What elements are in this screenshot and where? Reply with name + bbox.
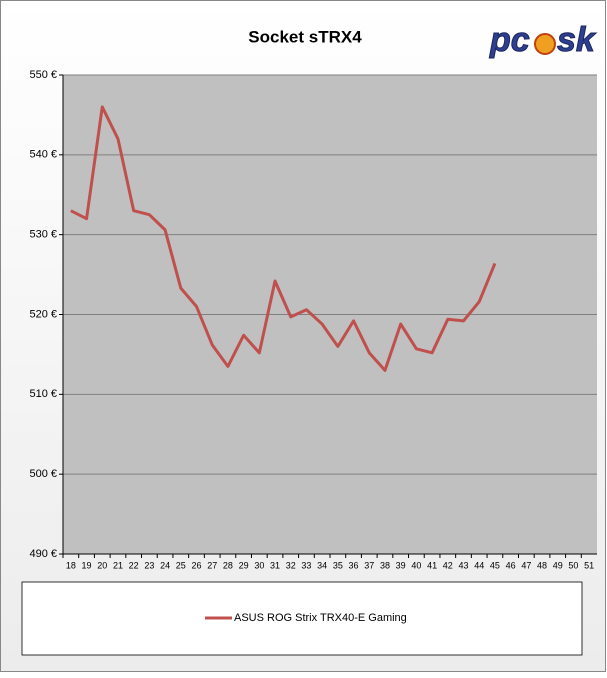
y-tick-label: 550 € [29,69,57,81]
y-tick-label: 510 € [29,388,57,400]
series-line [70,105,497,372]
y-tick-label: 500 € [29,468,57,480]
x-tick-label: 33 [301,560,311,570]
x-tick-label: 22 [129,560,139,570]
y-tick-label: 540 € [29,149,57,161]
logo: pc sk [489,20,598,59]
x-tick-label: 44 [474,560,484,570]
chart-title: Socket sTRX4 [248,27,362,46]
x-tick-label: 38 [380,560,390,570]
x-tick-label: 19 [82,560,92,570]
x-tick-label: 39 [396,560,406,570]
x-tick-label: 46 [506,560,516,570]
x-tick-label: 50 [568,560,578,570]
x-tick-label: 35 [333,560,343,570]
x-tick-label: 30 [254,560,264,570]
x-tick-label: 23 [144,560,154,570]
x-tick-label: 49 [553,560,563,570]
legend [21,581,583,656]
y-tick-label: 490 € [29,548,57,560]
x-tick-label: 43 [458,560,468,570]
x-tick-label: 45 [490,560,500,570]
x-tick-label: 29 [239,560,249,570]
x-tick-label: 24 [160,560,170,570]
x-tick-label: 25 [176,560,186,570]
x-tick-label: 18 [66,560,76,570]
x-tick-label: 28 [223,560,233,570]
x-tick-label: 47 [521,560,531,570]
x-tick-label: 36 [349,560,359,570]
x-tick-label: 41 [427,560,437,570]
y-tick-label: 520 € [29,308,57,320]
x-tick-label: 26 [191,560,201,570]
x-tick-label: 34 [317,560,327,570]
y-tick-label: 530 € [29,229,57,241]
x-tick-label: 31 [270,560,280,570]
x-tick-label: 40 [411,560,421,570]
x-tick-label: 42 [443,560,453,570]
x-tick-label: 21 [113,560,123,570]
logo-text: pc [489,21,530,59]
x-tick-label: 48 [537,560,547,570]
x-tick-label: 20 [97,560,107,570]
legend-label: ASUS ROG Strix TRX40-E Gaming [234,612,407,624]
x-tick-label: 51 [584,560,594,570]
x-tick-label: 27 [207,560,217,570]
x-tick-label: 37 [364,560,374,570]
x-tick-label: 32 [286,560,296,570]
logo-flame [534,33,556,55]
logo-text: sk [557,21,597,59]
